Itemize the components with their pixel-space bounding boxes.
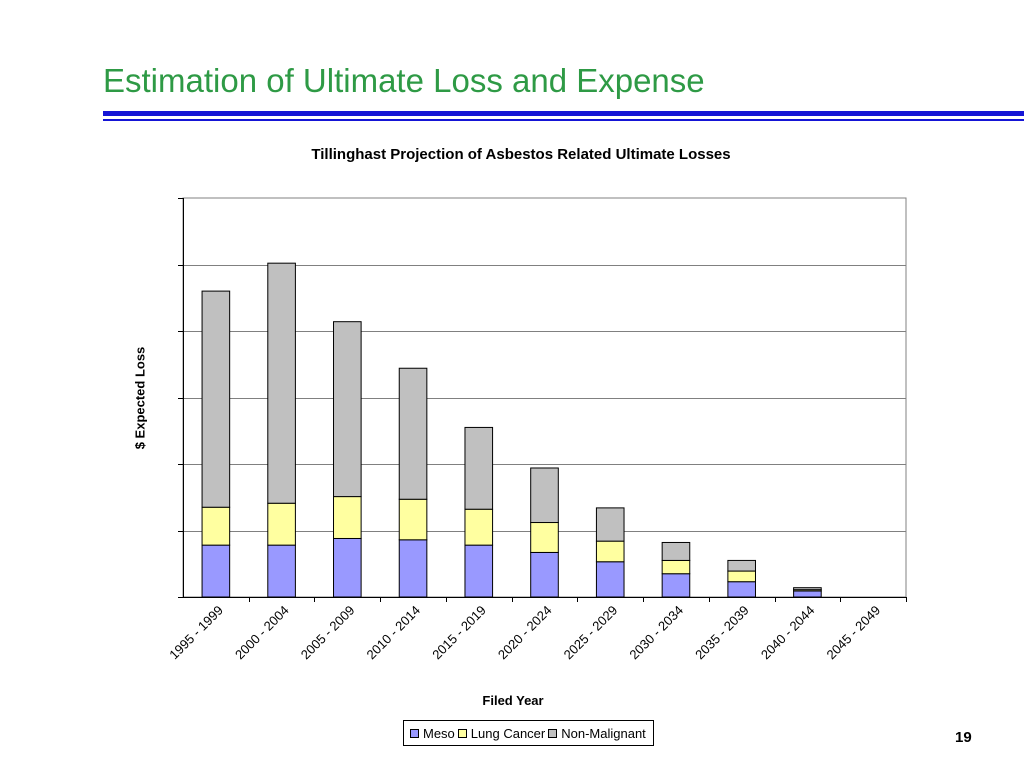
- legend-item-lung-cancer: Lung Cancer: [457, 725, 546, 741]
- bar-lung-cancer-2005-2009: [333, 496, 362, 539]
- bar-meso-2035-2039: [727, 581, 756, 598]
- slide-title: Estimation of Ultimate Loss and Expense: [103, 62, 705, 99]
- legend-label-non-malignant: Non-Malignant: [561, 725, 646, 741]
- x-tick-label: 2045 - 2049: [824, 603, 884, 663]
- bar-meso-2030-2034: [661, 573, 691, 598]
- legend-item-meso: Meso: [410, 726, 455, 741]
- bar-non-malignant-2040-2044: [793, 587, 822, 591]
- bar-non-malignant-2005-2009: [333, 321, 362, 498]
- page-number: 19: [955, 729, 972, 746]
- x-tick-label: 2025 - 2029: [561, 603, 621, 663]
- x-tick-label: 2005 - 2009: [298, 603, 358, 663]
- title-rule-thin: [103, 119, 1024, 121]
- bar-meso-2015-2019: [464, 544, 494, 598]
- x-tick-label: 1995 - 1999: [166, 603, 226, 663]
- bar-lung-cancer-2010-2014: [398, 498, 428, 541]
- bar-lung-cancer-2025-2029: [595, 540, 625, 563]
- x-axis-label: Filed Year: [482, 693, 544, 708]
- bar-lung-cancer-1995-1999: [201, 506, 231, 546]
- x-tick-label: 2015 - 2019: [429, 603, 489, 663]
- chart-legend: Meso Lung Cancer Non-Malignant: [403, 720, 654, 746]
- bar-meso-2000-2004: [267, 544, 296, 598]
- legend-item-non-malignant: Non-Malignant: [548, 726, 646, 741]
- bar-lung-cancer-2030-2034: [661, 559, 691, 575]
- bar-non-malignant-2030-2034: [661, 541, 691, 561]
- chart-title: Tillinghast Projection of Asbestos Relat…: [311, 146, 731, 163]
- bar-meso-2040-2044: [793, 590, 822, 598]
- bar-meso-2020-2024: [530, 551, 559, 598]
- title-rule-thick: [103, 111, 1024, 116]
- bar-meso-1995-1999: [201, 544, 231, 598]
- bar-lung-cancer-2015-2019: [464, 508, 494, 546]
- bar-meso-2025-2029: [595, 561, 625, 598]
- x-tick-label: 2035 - 2039: [692, 603, 752, 663]
- legend-label-lung-cancer: Lung Cancer: [470, 725, 546, 741]
- bar-meso-2005-2009: [333, 537, 362, 598]
- bar-non-malignant-1995-1999: [201, 290, 231, 508]
- bar-meso-2010-2014: [398, 539, 428, 598]
- legend-swatch-non-malignant: [548, 728, 558, 738]
- bar-non-malignant-2020-2024: [530, 467, 559, 524]
- bar-lung-cancer-2000-2004: [267, 502, 296, 546]
- bar-lung-cancer-2035-2039: [727, 570, 756, 583]
- bar-non-malignant-2015-2019: [464, 426, 494, 510]
- legend-swatch-lung-cancer: [457, 728, 467, 738]
- x-tick-label: 2010 - 2014: [363, 603, 423, 663]
- x-tick-label: 2030 - 2034: [626, 603, 686, 663]
- bar-non-malignant-2010-2014: [398, 367, 428, 500]
- bar-non-malignant-2035-2039: [727, 559, 756, 572]
- x-tick-label: 2000 - 2004: [232, 603, 292, 663]
- y-axis-label: $ Expected Loss: [132, 346, 148, 450]
- bar-lung-cancer-2020-2024: [530, 522, 559, 553]
- bar-non-malignant-2025-2029: [595, 507, 625, 542]
- legend-swatch-meso: [410, 728, 419, 738]
- bar-non-malignant-2000-2004: [267, 262, 296, 504]
- x-tick-label: 2020 - 2024: [495, 603, 555, 663]
- legend-label-meso: Meso: [423, 725, 455, 741]
- x-tick-label: 2040 - 2044: [758, 603, 818, 663]
